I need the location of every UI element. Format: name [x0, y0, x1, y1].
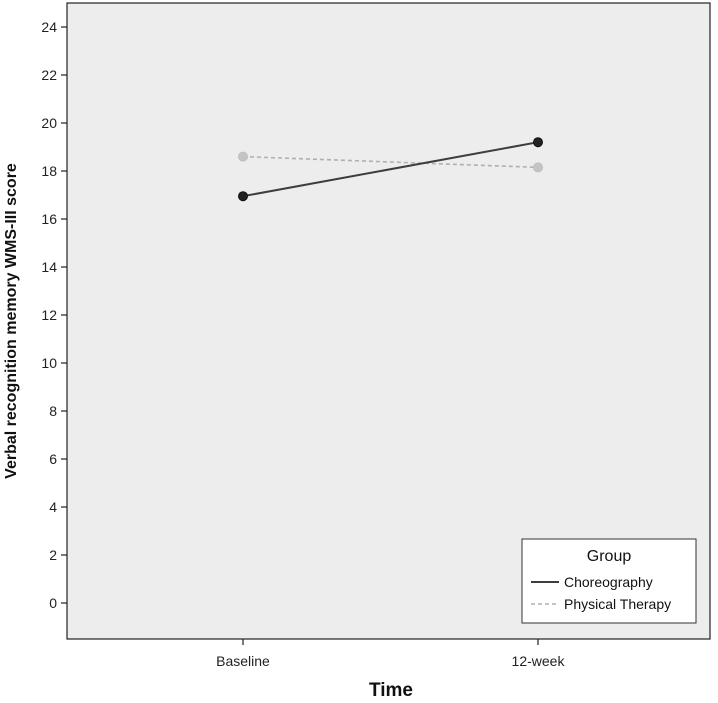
- y-tick-label: 8: [49, 403, 57, 419]
- y-axis-title: Verbal recognition memory WMS-III score: [3, 163, 20, 479]
- y-tick-label: 22: [41, 67, 57, 83]
- legend: Group Choreography Physical Therapy: [521, 538, 697, 624]
- data-point-physical-therapy: [533, 162, 543, 173]
- x-axis: Baseline 12-week: [216, 639, 565, 669]
- x-tick-label: 12-week: [512, 653, 566, 669]
- y-tick-label: 0: [49, 595, 57, 611]
- series-layer: [238, 137, 543, 202]
- y-tick-label: 24: [41, 19, 57, 35]
- y-tick-label: 6: [49, 451, 57, 467]
- legend-label-physical-therapy: Physical Therapy: [564, 596, 671, 612]
- data-point-choreography: [533, 137, 543, 148]
- y-tick-label: 10: [41, 355, 57, 371]
- legend-title: Group: [587, 548, 632, 565]
- y-tick-label: 14: [41, 259, 57, 275]
- y-tick-label: 12: [41, 307, 57, 323]
- x-axis-title: Time: [369, 680, 413, 701]
- y-tick-label: 20: [41, 115, 57, 131]
- y-tick-label: 2: [49, 547, 57, 563]
- legend-label-choreography: Choreography: [564, 574, 653, 590]
- data-point-choreography: [238, 191, 248, 202]
- y-tick-label: 4: [49, 499, 57, 515]
- y-tick-label: 18: [41, 163, 57, 179]
- series-line-choreography: [242, 141, 539, 198]
- data-point-physical-therapy: [238, 151, 248, 162]
- series-line-physical-therapy: [242, 155, 539, 169]
- plot-area: [66, 2, 711, 640]
- x-tick-label: Baseline: [216, 653, 270, 669]
- y-tick-label: 16: [41, 211, 57, 227]
